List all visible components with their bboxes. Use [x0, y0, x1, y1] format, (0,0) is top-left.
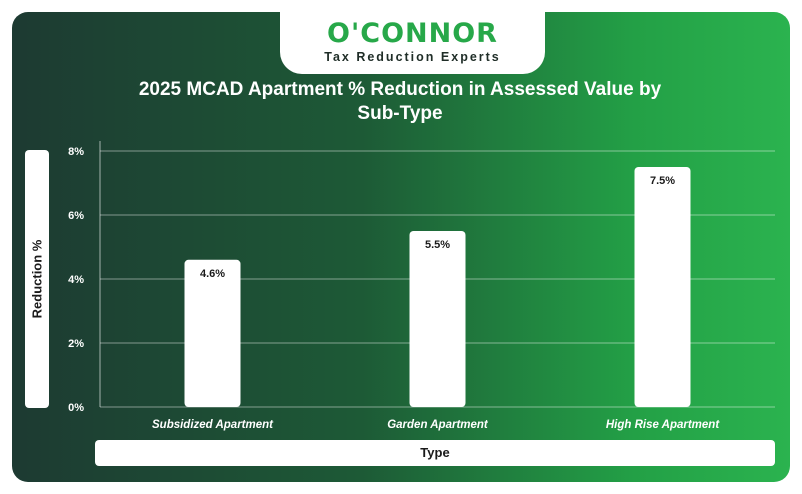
x-axis-label-box [95, 440, 775, 466]
bar-value-label: 5.5% [425, 239, 450, 251]
y-axis-label-box [25, 150, 49, 408]
logo-tab: O'CONNOR Tax Reduction Experts [280, 12, 545, 74]
y-tick-label: 8% [68, 146, 84, 158]
chart-title: 2025 MCAD Apartment % Reduction in Asses… [138, 79, 662, 124]
y-tick-label: 0% [68, 402, 84, 414]
x-tick-label: Subsidized Apartment [152, 419, 274, 431]
y-tick-label: 4% [68, 274, 84, 286]
bar [634, 167, 691, 407]
bar [409, 231, 466, 407]
x-axis-label: Type [420, 445, 450, 460]
y-tick-label: 2% [68, 338, 84, 350]
brand-tagline: Tax Reduction Experts [324, 50, 501, 64]
y-tick-label: 6% [68, 210, 84, 222]
bar [184, 259, 241, 407]
x-tick-label: Garden Apartment [387, 419, 489, 431]
x-tick-label: High Rise Apartment [606, 419, 720, 431]
bar-value-label: 4.6% [200, 268, 225, 280]
brand-logo: O'CONNOR [327, 18, 498, 49]
bar-value-label: 7.5% [650, 175, 675, 187]
